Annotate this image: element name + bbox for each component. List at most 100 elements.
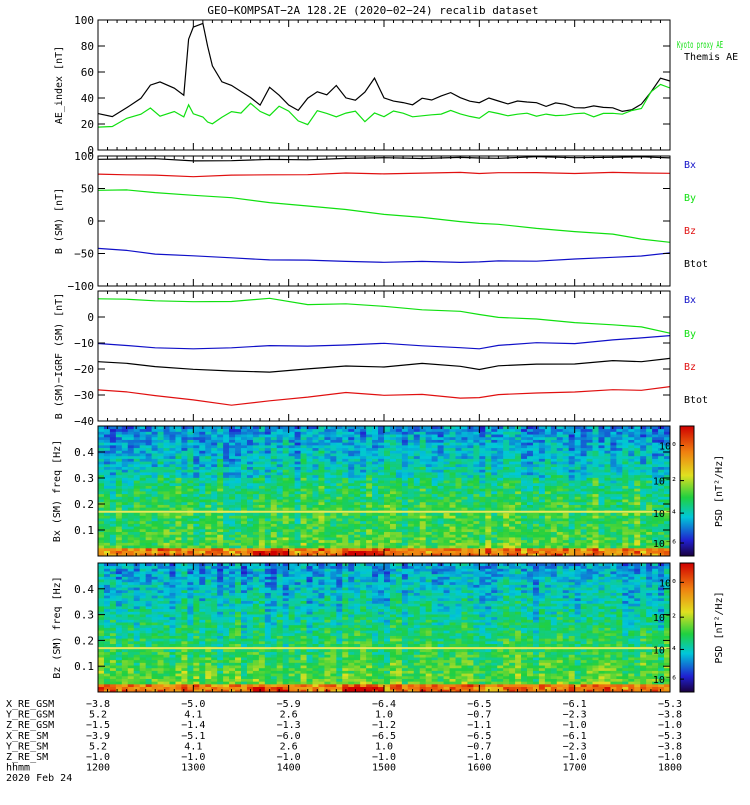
spectrogram-cell: [408, 491, 414, 494]
spectrogram-cell: [557, 431, 563, 434]
spectrogram-cell: [527, 532, 533, 535]
spectrogram-cell: [348, 456, 354, 459]
spectrogram-cell: [98, 540, 104, 543]
spectrogram-cell: [205, 459, 211, 462]
spectrogram-cell: [581, 475, 587, 478]
spectrogram-cell: [301, 445, 307, 448]
spectrogram-cell: [289, 491, 295, 494]
spectrogram-cell: [146, 431, 152, 434]
spectrogram-cell: [622, 431, 628, 434]
spectrogram-cell: [360, 475, 366, 478]
spectrogram-cell: [569, 491, 575, 494]
spectrogram-cell: [438, 480, 444, 483]
spectrogram-cell: [610, 532, 616, 535]
spectrogram-cell: [438, 483, 444, 486]
spectrogram-cell: [199, 477, 205, 480]
spectrogram-cell: [134, 453, 140, 456]
spectrogram-cell: [301, 499, 307, 502]
spectrogram-cell: [533, 480, 539, 483]
spectrogram-cell: [444, 534, 450, 537]
spectrogram-cell: [175, 499, 181, 502]
spectrogram-cell: [581, 483, 587, 486]
spectrogram-cell: [610, 505, 616, 508]
spectrogram-cell: [581, 524, 587, 527]
spectrogram-cell: [444, 448, 450, 451]
spectrogram-cell: [277, 534, 283, 537]
spectrogram-cell: [146, 459, 152, 462]
spectrogram-cell: [366, 491, 372, 494]
spectrogram-cell: [402, 429, 408, 432]
spectrogram-cell: [539, 448, 545, 451]
spectrogram-cell: [330, 461, 336, 464]
spectrogram-cell: [616, 461, 622, 464]
spectrogram-cell: [396, 437, 402, 440]
spectrogram-cell: [545, 437, 551, 440]
spectrogram-cell: [235, 494, 241, 497]
spectrogram-cell: [205, 475, 211, 478]
spectrogram-cell: [551, 453, 557, 456]
y-axis-label: AE_index [nT]: [54, 46, 65, 124]
spectrogram-cell: [444, 515, 450, 518]
spectrogram-cell: [491, 448, 497, 451]
spectrogram-cell: [217, 456, 223, 459]
spectrogram-cell: [324, 505, 330, 508]
spectrogram-cell: [295, 456, 301, 459]
spectrogram-cell: [604, 496, 610, 499]
spectrogram-cell: [491, 459, 497, 462]
spectrogram-cell: [616, 548, 622, 551]
spectrogram-cell: [211, 524, 217, 527]
spectrogram-cell: [330, 477, 336, 480]
spectrogram-cell: [271, 518, 277, 521]
spectrogram-cell: [330, 469, 336, 472]
spectrogram-cell: [604, 529, 610, 532]
spectrogram-cell: [497, 505, 503, 508]
spectrogram-cell: [211, 467, 217, 470]
spectrogram-cell: [265, 496, 271, 499]
spectrogram-cell: [515, 521, 521, 524]
spectrogram-cell: [295, 440, 301, 443]
spectrogram-cell: [217, 477, 223, 480]
spectrogram-cell: [307, 521, 313, 524]
spectrogram-cell: [318, 507, 324, 510]
spectrogram-cell: [253, 464, 259, 467]
spectrogram-cell: [557, 483, 563, 486]
spectrogram-cell: [461, 456, 467, 459]
spectrogram-cell: [628, 475, 634, 478]
spectrogram-cell: [104, 488, 110, 491]
spectrogram-cell: [420, 450, 426, 453]
spectrogram-cell: [211, 450, 217, 453]
spectrogram-cell: [271, 456, 277, 459]
spectrogram-cell: [408, 431, 414, 434]
spectrogram-cell: [187, 505, 193, 508]
spectrogram-cell: [581, 494, 587, 497]
spectrogram-cell: [164, 494, 170, 497]
spectrogram-cell: [313, 453, 319, 456]
spectrogram-cell: [503, 540, 509, 543]
spectrogram-cell: [271, 513, 277, 516]
spectrogram-cell: [354, 502, 360, 505]
spectrogram-cell: [581, 496, 587, 499]
spectrogram-cell: [646, 491, 652, 494]
spectrogram-cell: [545, 483, 551, 486]
spectrogram-cell: [134, 488, 140, 491]
spectrogram-cell: [301, 483, 307, 486]
spectrogram-cell: [581, 477, 587, 480]
spectrogram-cell: [181, 486, 187, 489]
spectrogram-cell: [616, 429, 622, 432]
spectrogram-cell: [110, 437, 116, 440]
spectrogram-cell: [491, 521, 497, 524]
spectrogram-cell: [98, 518, 104, 521]
spectrogram-cell: [164, 469, 170, 472]
spectrogram-cell: [324, 494, 330, 497]
spectrogram-cell: [199, 548, 205, 551]
spectrogram-cell: [229, 505, 235, 508]
spectrogram-cell: [378, 456, 384, 459]
spectrogram-cell: [658, 488, 664, 491]
spectrogram-cell: [420, 431, 426, 434]
spectrogram-cell: [122, 529, 128, 532]
spectrogram-cell: [181, 450, 187, 453]
spectrogram-cell: [318, 431, 324, 434]
spectrogram-cell: [247, 548, 253, 551]
spectrogram-cell: [420, 499, 426, 502]
spectrogram-cell: [467, 469, 473, 472]
